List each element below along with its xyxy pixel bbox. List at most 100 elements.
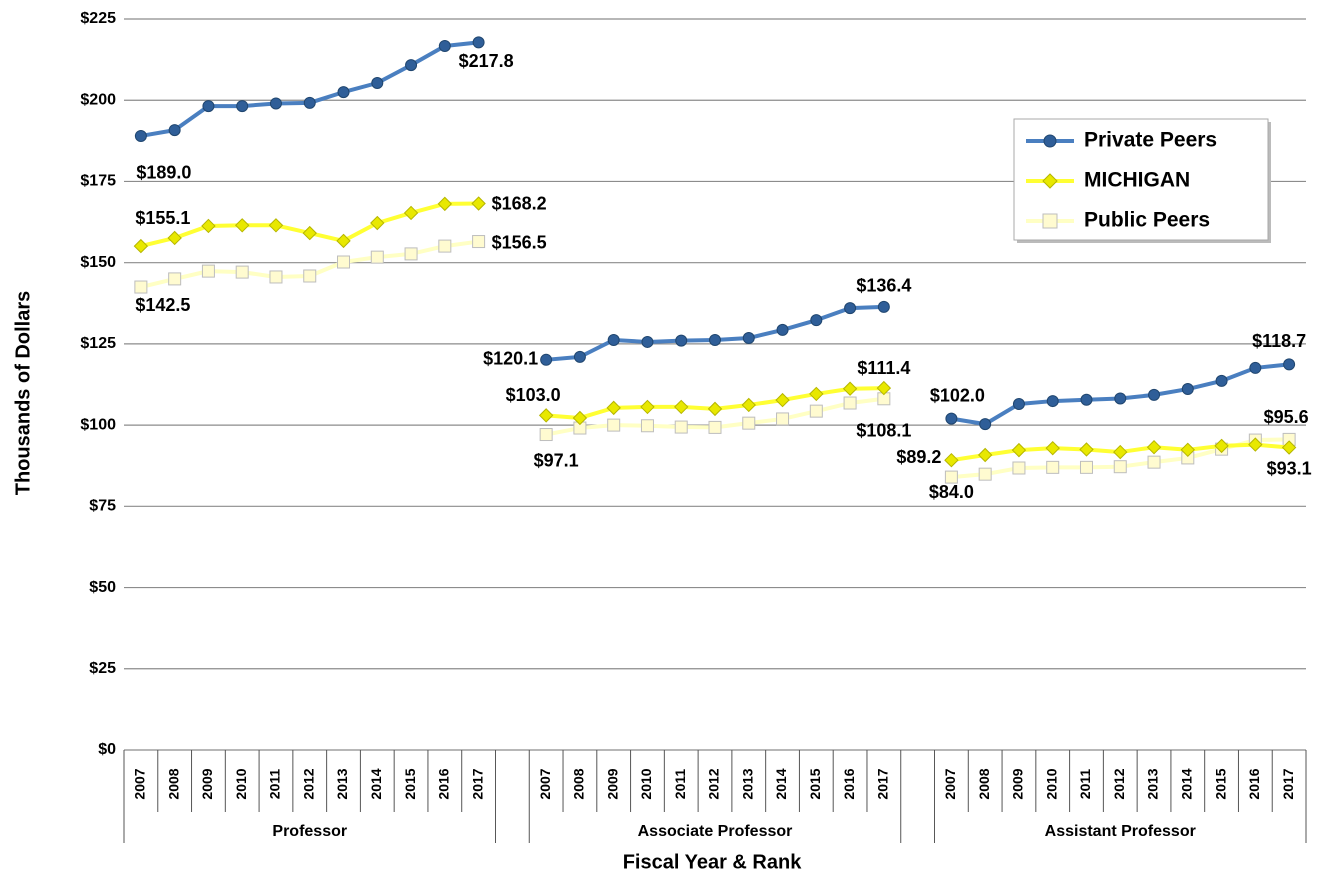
data-point xyxy=(269,97,282,110)
x-tick-label: 2015 xyxy=(1212,768,1228,799)
data-point xyxy=(1180,442,1196,458)
x-tick-label: 2010 xyxy=(638,768,654,799)
data-point xyxy=(1249,361,1262,374)
data-label: $142.5 xyxy=(135,295,190,315)
data-point xyxy=(944,452,959,468)
data-point xyxy=(1045,440,1060,456)
data-point xyxy=(371,77,384,90)
x-tick-label: 2009 xyxy=(1010,768,1026,799)
data-point xyxy=(405,59,418,72)
data-point xyxy=(134,129,147,142)
data-label: $111.4 xyxy=(857,358,910,378)
data-point xyxy=(336,233,351,249)
data-point xyxy=(202,100,215,113)
data-point xyxy=(1283,358,1296,371)
data-point xyxy=(776,323,789,336)
data-label: $168.2 xyxy=(492,193,547,213)
legend-marker xyxy=(1043,134,1057,148)
x-tick-label: 2013 xyxy=(334,768,350,799)
data-label: $118.7 xyxy=(1252,331,1306,351)
x-tick-label: 2012 xyxy=(300,768,316,799)
group-label: Assistant Professor xyxy=(1045,823,1196,840)
data-point xyxy=(1046,460,1060,474)
data-point xyxy=(674,399,689,415)
data-label: $217.8 xyxy=(459,51,514,71)
data-point xyxy=(1080,393,1093,406)
data-point xyxy=(234,218,250,233)
data-label: $103.0 xyxy=(506,385,561,405)
data-point xyxy=(842,381,858,396)
data-point xyxy=(945,412,958,425)
legend-label: Public Peers xyxy=(1084,209,1210,232)
x-tick-label: 2011 xyxy=(1077,769,1093,800)
data-point xyxy=(438,239,452,253)
y-tick-label: $100 xyxy=(80,416,116,433)
legend-label: MICHIGAN xyxy=(1084,169,1190,192)
x-tick-label: 2015 xyxy=(402,768,418,799)
x-tick-label: 2014 xyxy=(1179,768,1195,799)
data-point xyxy=(1079,442,1094,457)
x-tick-label: 2012 xyxy=(706,768,722,799)
data-point xyxy=(168,124,181,137)
data-point xyxy=(133,238,149,254)
data-point xyxy=(269,270,283,284)
data-point xyxy=(641,335,654,348)
x-tick-label: 2007 xyxy=(537,768,553,799)
data-point xyxy=(303,269,317,283)
y-tick-label: $0 xyxy=(98,741,116,758)
data-label: $136.4 xyxy=(856,276,911,296)
data-point xyxy=(977,447,993,463)
legend-label: Private Peers xyxy=(1084,129,1217,152)
x-tick-label: 2008 xyxy=(571,768,587,799)
data-point xyxy=(1011,442,1027,458)
data-label: $89.2 xyxy=(896,447,941,467)
data-point xyxy=(201,218,216,234)
data-point xyxy=(709,333,721,346)
data-point xyxy=(843,396,857,410)
y-tick-label: $225 xyxy=(80,10,116,27)
data-label: $93.1 xyxy=(1267,458,1312,478)
data-point xyxy=(674,420,688,434)
data-label: $97.1 xyxy=(534,450,579,470)
data-point xyxy=(403,205,419,221)
x-tick-label: 2017 xyxy=(469,768,485,799)
x-tick-label: 2007 xyxy=(942,768,958,799)
data-point xyxy=(809,386,824,402)
data-point xyxy=(1012,461,1026,475)
x-tick-label: 2007 xyxy=(132,768,148,799)
data-label: $156.5 xyxy=(492,232,547,252)
x-tick-label: 2011 xyxy=(672,769,688,800)
y-tick-label: $50 xyxy=(89,579,116,596)
data-point xyxy=(538,408,554,423)
x-tick-label: 2009 xyxy=(604,768,620,799)
data-point xyxy=(640,419,654,433)
data-point xyxy=(876,380,892,396)
data-point xyxy=(1113,444,1128,460)
data-point xyxy=(471,196,486,211)
x-tick-label: 2012 xyxy=(1111,768,1127,799)
data-label: $95.6 xyxy=(1264,407,1309,427)
y-axis-title: Thousands of Dollars xyxy=(12,291,34,495)
data-label: $155.1 xyxy=(135,208,190,228)
data-point xyxy=(640,399,655,415)
data-point xyxy=(978,467,992,481)
x-tick-label: 2015 xyxy=(807,768,823,799)
data-point xyxy=(1147,455,1161,469)
x-tick-label: 2010 xyxy=(1043,768,1059,799)
data-point xyxy=(573,350,586,363)
data-point xyxy=(810,314,823,327)
x-tick-label: 2017 xyxy=(1280,768,1296,799)
data-point xyxy=(607,418,621,432)
x-tick-label: 2009 xyxy=(199,768,215,799)
data-point xyxy=(236,100,249,113)
x-tick-label: 2008 xyxy=(976,768,992,799)
data-label: $120.1 xyxy=(483,349,538,369)
x-tick-label: 2013 xyxy=(1145,768,1161,799)
legend-marker xyxy=(1042,213,1058,229)
x-tick-label: 2014 xyxy=(368,768,384,799)
x-tick-label: 2014 xyxy=(773,768,789,799)
data-point xyxy=(134,280,148,294)
y-tick-label: $75 xyxy=(89,498,116,515)
data-point xyxy=(302,225,317,241)
